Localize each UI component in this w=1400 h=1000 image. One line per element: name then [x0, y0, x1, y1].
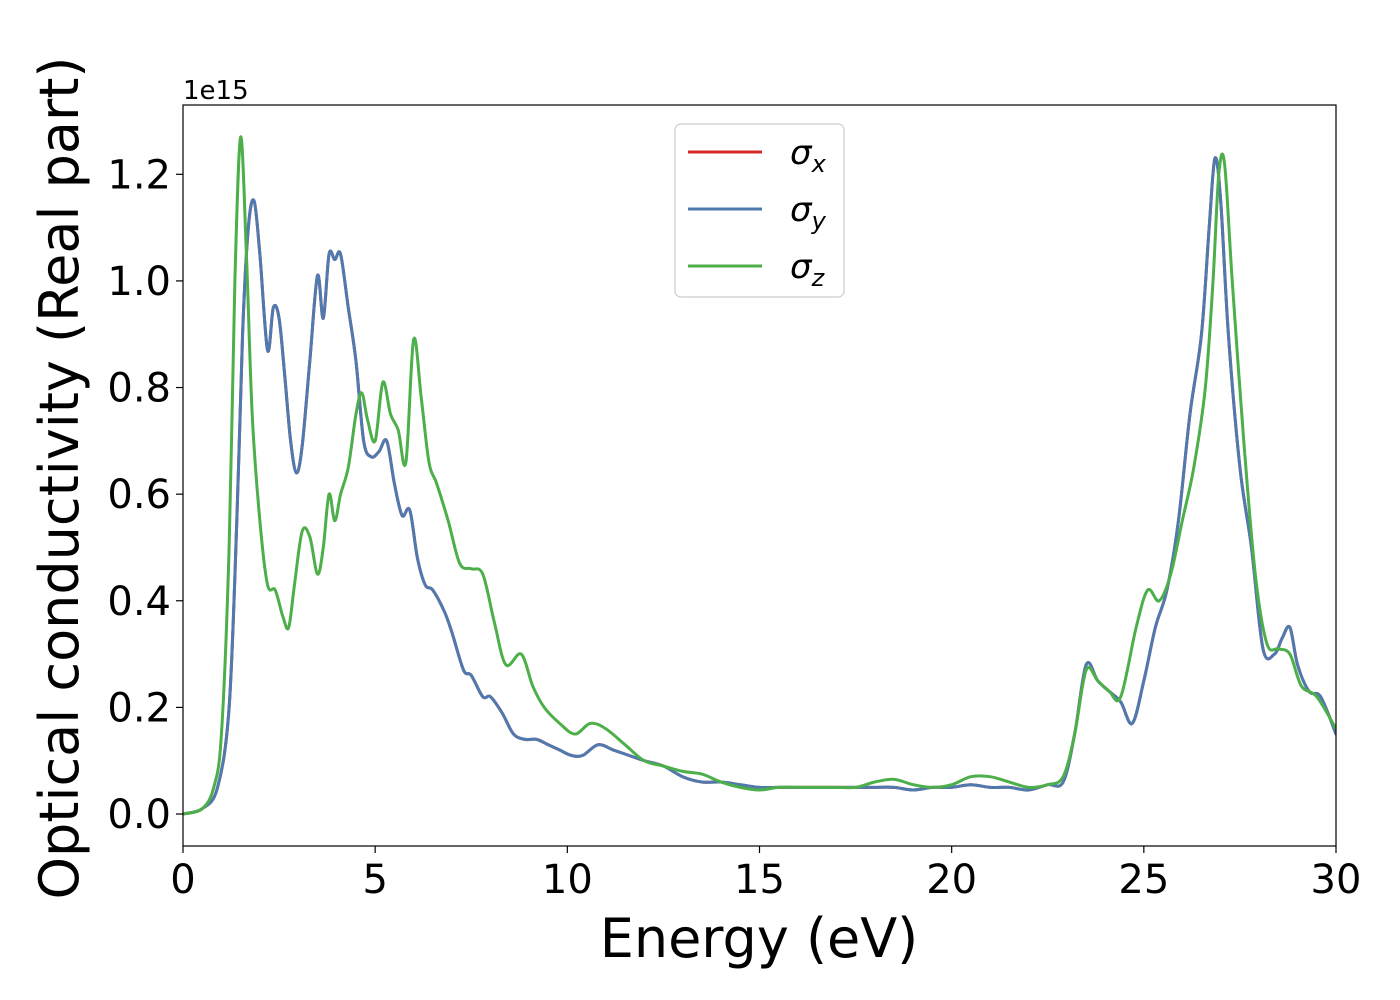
x-tick-label: 25	[1118, 857, 1169, 903]
x-axis-label: Energy (eV)	[600, 907, 919, 970]
y-tick-label: 0.4	[107, 579, 171, 625]
y-tick-label: 0.6	[107, 472, 171, 518]
legend-subscript-z: z	[811, 264, 826, 292]
series-line-z	[183, 135, 1336, 816]
legend-subscript-x: x	[811, 150, 827, 178]
y-axis-label: Optical conductivity (Real part)	[28, 57, 91, 900]
legend-subscript-y: y	[811, 207, 827, 235]
series-line-y	[183, 156, 1336, 816]
y-tick-label: 0.0	[107, 792, 171, 838]
x-tick-label: 0	[170, 857, 195, 903]
y-tick-label: 1.2	[107, 152, 171, 198]
x-tick-label: 20	[926, 857, 977, 903]
ticks-layer: 0 5 10 15 20 25 30 0.0 0.2 0.4 0.6 0.8 1.0 1.2	[107, 152, 1361, 903]
x-tick-label: 15	[734, 857, 785, 903]
y-tick-label: 0.8	[107, 366, 171, 412]
y-tick-label: 1.0	[107, 259, 171, 305]
series-layer	[183, 135, 1336, 816]
x-tick-label: 30	[1311, 857, 1362, 903]
y-tick-label: 0.2	[107, 685, 171, 731]
x-tick-label: 10	[542, 857, 593, 903]
x-tick-label: 5	[362, 857, 387, 903]
y-offset-label: 1e15	[183, 76, 249, 106]
